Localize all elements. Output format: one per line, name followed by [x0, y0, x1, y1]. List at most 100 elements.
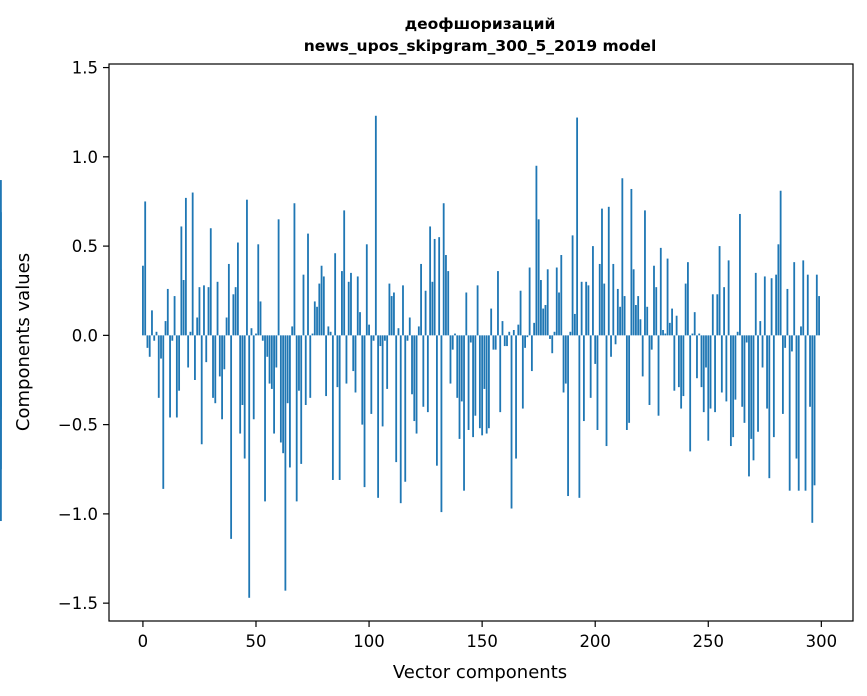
bar — [354, 335, 357, 393]
bar — [451, 335, 454, 350]
bar — [709, 335, 712, 409]
bar — [460, 335, 463, 402]
bar — [397, 328, 400, 336]
bar — [386, 335, 389, 389]
bar — [361, 335, 364, 425]
bar — [368, 324, 370, 336]
bar — [447, 271, 450, 336]
bar — [175, 335, 178, 418]
bar — [311, 333, 314, 336]
bar — [406, 335, 409, 341]
bar — [151, 310, 153, 336]
bar — [644, 210, 646, 336]
bar — [745, 335, 748, 343]
bar — [757, 335, 759, 432]
bar — [408, 317, 411, 336]
x-axis-label: Vector components — [393, 662, 567, 683]
bar — [587, 285, 590, 336]
bar — [445, 255, 447, 336]
bar — [393, 292, 395, 336]
bar — [261, 335, 264, 341]
bar — [544, 305, 547, 336]
bar — [352, 335, 355, 372]
bar — [259, 301, 262, 336]
bar — [239, 335, 242, 434]
bar — [770, 278, 773, 336]
bar — [422, 335, 425, 407]
bar — [711, 294, 714, 336]
bar — [212, 335, 214, 398]
bar — [659, 247, 662, 336]
bar — [476, 285, 479, 336]
bar — [309, 335, 312, 398]
bar — [571, 235, 574, 336]
bar — [160, 335, 162, 359]
bar — [580, 281, 583, 336]
bar — [741, 335, 744, 407]
bar — [214, 335, 217, 404]
bar — [549, 335, 551, 339]
bar — [781, 335, 784, 414]
bar — [390, 296, 393, 336]
bar — [322, 276, 325, 336]
bar — [666, 258, 669, 336]
bar — [302, 274, 305, 336]
bar — [558, 292, 560, 336]
bar — [440, 335, 443, 513]
bar — [345, 335, 348, 384]
bar — [431, 281, 434, 336]
bar — [286, 335, 289, 404]
bar — [569, 331, 572, 336]
bar — [433, 238, 436, 336]
bar — [370, 335, 373, 414]
bar — [203, 285, 205, 336]
bar — [363, 335, 366, 488]
bar — [524, 335, 526, 348]
bar — [490, 308, 493, 336]
bar — [578, 335, 581, 498]
bar — [343, 210, 346, 336]
bar — [230, 335, 233, 539]
bar — [718, 246, 721, 336]
bar — [763, 276, 766, 336]
bar — [237, 242, 239, 336]
bar — [436, 335, 438, 466]
bar — [628, 335, 631, 423]
bar — [632, 269, 635, 336]
bar — [200, 335, 203, 445]
y-tick-label: −1.5 — [58, 594, 98, 613]
bar — [750, 335, 753, 439]
bar — [641, 335, 644, 377]
bar — [813, 335, 816, 486]
bar — [540, 280, 542, 336]
bar — [383, 335, 386, 341]
bar — [196, 317, 199, 336]
bar — [793, 262, 796, 336]
bar — [327, 326, 330, 336]
bar — [313, 301, 316, 336]
bar — [218, 335, 221, 377]
bar — [374, 115, 377, 336]
bar — [716, 294, 719, 336]
bar — [815, 274, 818, 336]
bar — [752, 335, 755, 461]
bar — [171, 335, 174, 341]
bar — [542, 308, 545, 336]
bar — [537, 219, 540, 336]
bar — [734, 335, 737, 400]
bar — [582, 335, 585, 422]
bar — [555, 267, 558, 336]
bar — [646, 306, 649, 336]
bar — [191, 192, 194, 336]
bar — [684, 283, 687, 336]
bar — [318, 283, 321, 336]
bars-group — [0, 115, 820, 598]
bar — [246, 199, 248, 336]
bar — [671, 308, 673, 336]
bar — [359, 312, 361, 336]
bar — [295, 335, 298, 502]
bar — [144, 201, 147, 336]
x-tick-label: 300 — [806, 632, 838, 651]
bar — [786, 288, 789, 336]
bar — [243, 335, 246, 459]
